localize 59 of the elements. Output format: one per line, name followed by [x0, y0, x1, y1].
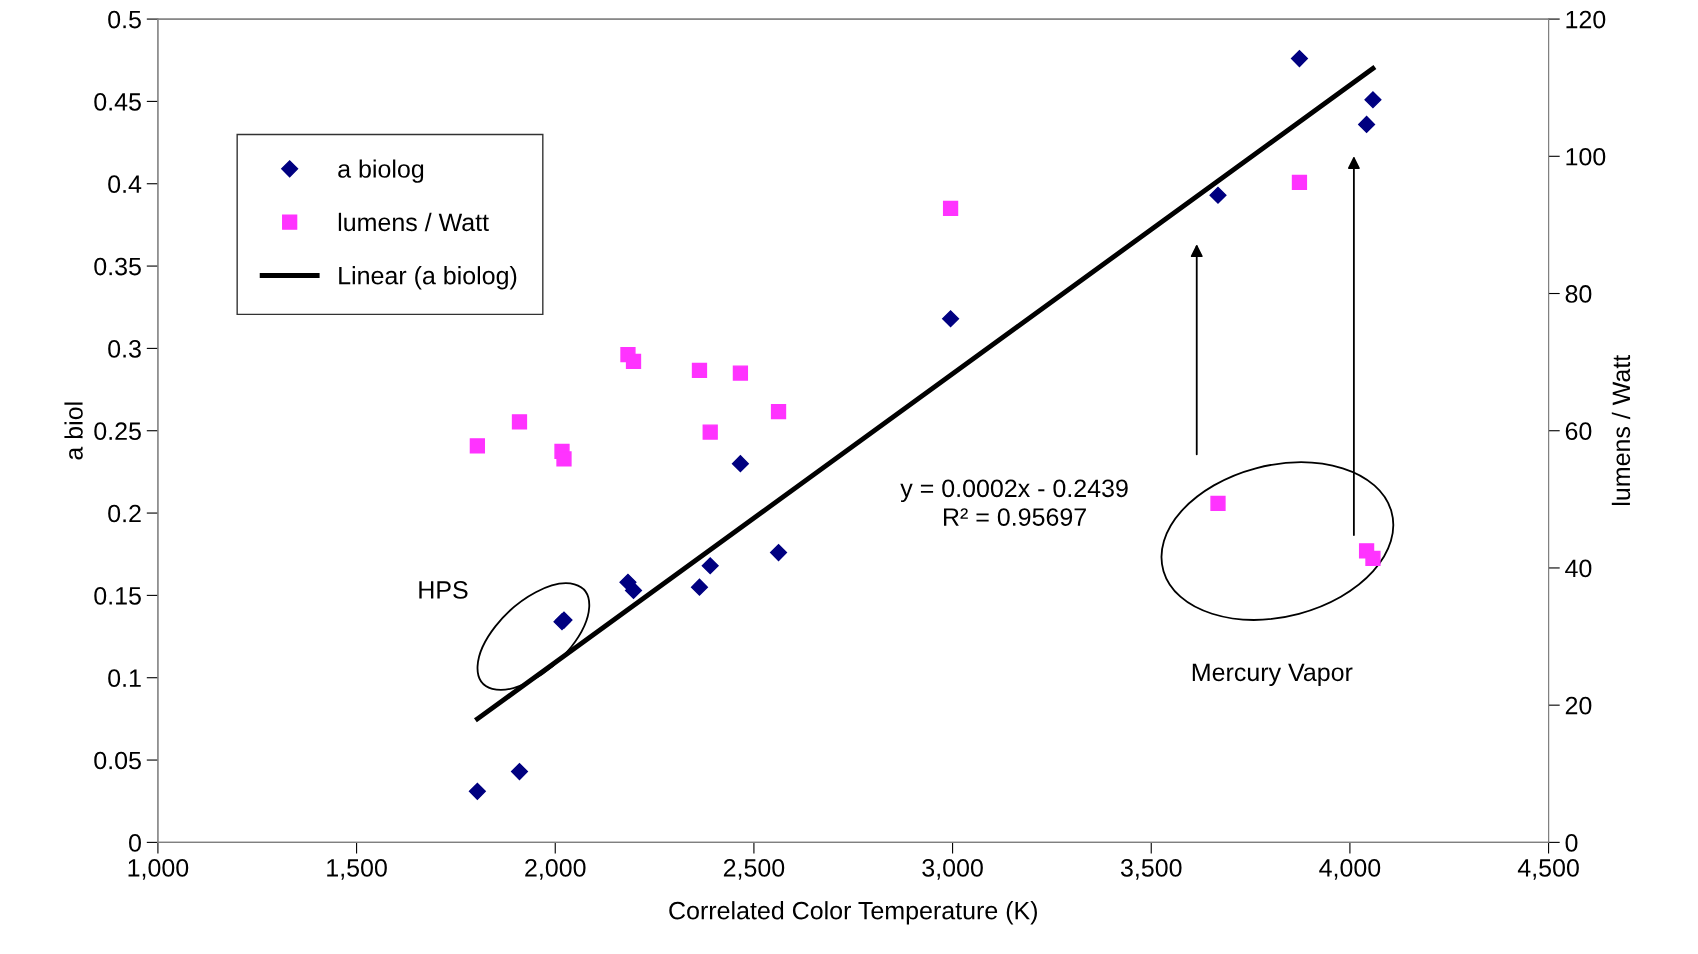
point — [468, 782, 486, 800]
x-tick-label: 3,500 — [1120, 859, 1182, 880]
point — [511, 414, 528, 430]
y-tick-label: 0.35 — [94, 257, 141, 276]
x-axis-title: Correlated Color Temperature (K) — [669, 901, 1037, 925]
legend-label: lumens / Watt — [338, 212, 489, 232]
y-tick-label: 0.45 — [94, 93, 141, 111]
point — [1290, 50, 1309, 68]
point — [1364, 91, 1382, 109]
annotation: y = 0.0002x - 0.2439 R² = 0.95697 — [900, 479, 1128, 526]
y-tick-label: 0.05 — [94, 751, 141, 770]
point — [691, 362, 708, 378]
point — [625, 353, 642, 370]
point — [556, 451, 572, 467]
point — [624, 581, 643, 600]
point — [690, 578, 709, 596]
y2-tick-label: 40 — [1565, 559, 1592, 578]
y-tick-label: 0.2 — [108, 504, 141, 523]
point — [770, 403, 787, 420]
y-tick-label: 0.4 — [108, 175, 142, 194]
point — [942, 200, 959, 217]
y2-axis-title: lumens / Watt — [1611, 354, 1631, 505]
y-tick-label: 0.3 — [108, 340, 141, 358]
point — [702, 424, 718, 440]
point — [1365, 550, 1381, 566]
point — [942, 310, 960, 328]
y-tick-label: 0.1 — [108, 669, 141, 688]
y2-tick-label: 80 — [1565, 285, 1592, 303]
point — [731, 455, 749, 473]
point — [510, 763, 529, 781]
point — [1358, 115, 1376, 134]
x-tick-label: 3,000 — [922, 859, 983, 880]
legend-label: Linear (a biolog) — [339, 266, 517, 290]
y2-tick-label: 20 — [1565, 696, 1592, 715]
annotation: Mercury Vapor — [1192, 663, 1353, 687]
x-tick-label: 4,500 — [1517, 859, 1579, 880]
legend-label: a biolog — [338, 159, 424, 183]
x-tick-label: 1,500 — [327, 859, 387, 880]
y2-tick-label: 120 — [1566, 10, 1606, 29]
y-tick-label: 0.25 — [94, 422, 141, 441]
y-tick-label: 0.15 — [94, 586, 141, 605]
x-tick-label: 2,000 — [525, 859, 586, 880]
point — [769, 544, 788, 562]
x-tick-label: 4,000 — [1319, 859, 1381, 880]
y2-tick-label: 60 — [1565, 422, 1592, 441]
annotation: HPS — [419, 581, 468, 599]
y2-tick-label: 100 — [1566, 147, 1606, 166]
x-tick-label: 2,500 — [723, 859, 785, 880]
y-axis-title: a biol — [64, 402, 83, 460]
point — [701, 557, 719, 575]
y-tick-label: 0.5 — [108, 10, 141, 29]
point — [1210, 495, 1226, 512]
point — [1209, 186, 1227, 204]
point — [469, 438, 486, 454]
y-tick-label: 0 — [129, 833, 141, 852]
point — [1291, 174, 1308, 191]
point — [732, 365, 749, 381]
y2-tick-label: 0 — [1565, 833, 1578, 852]
x-tick-label: 1,000 — [128, 859, 189, 880]
